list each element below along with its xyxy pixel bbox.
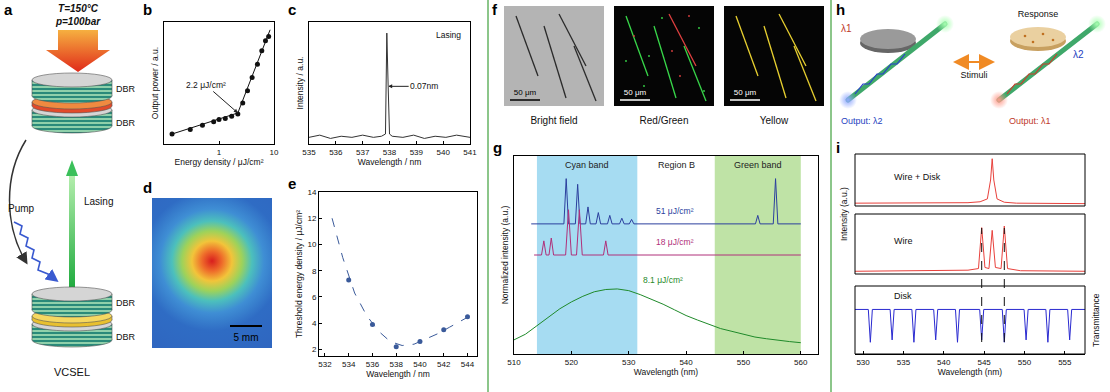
- svg-text:Yellow: Yellow: [760, 115, 789, 126]
- svg-text:540: 540: [413, 360, 427, 369]
- svg-text:8: 8: [312, 267, 317, 276]
- svg-text:555: 555: [1058, 358, 1072, 367]
- svg-text:Region B: Region B: [658, 160, 695, 170]
- svg-text:5 mm: 5 mm: [234, 332, 259, 343]
- svg-text:545: 545: [977, 358, 991, 367]
- svg-text:2: 2: [312, 345, 317, 354]
- svg-text:Transmittance: Transmittance: [1091, 293, 1101, 347]
- svg-text:Energy density / μJ/cm²: Energy density / μJ/cm²: [175, 157, 264, 167]
- svg-text:10: 10: [270, 148, 279, 157]
- svg-text:540: 540: [937, 358, 951, 367]
- svg-text:Intensity / a.u.: Intensity / a.u.: [295, 57, 305, 110]
- svg-text:550: 550: [1018, 358, 1032, 367]
- svg-text:534: 534: [342, 360, 356, 369]
- svg-text:Wavelength / nm: Wavelength / nm: [366, 369, 429, 379]
- svg-text:537: 537: [356, 148, 370, 157]
- svg-text:Wavelength (nm): Wavelength (nm): [634, 367, 699, 377]
- svg-text:Wire + Disk: Wire + Disk: [894, 172, 941, 182]
- svg-text:Disk: Disk: [894, 291, 912, 301]
- svg-text:Wavelength (nm): Wavelength (nm): [938, 367, 1003, 377]
- svg-text:542: 542: [437, 360, 451, 369]
- svg-text:Wire: Wire: [894, 236, 913, 246]
- svg-text:Stimuli: Stimuli: [960, 70, 987, 80]
- svg-text:535: 535: [897, 358, 911, 367]
- svg-text:540: 540: [679, 358, 693, 367]
- svg-text:DBR: DBR: [116, 118, 136, 128]
- svg-text:560: 560: [794, 358, 808, 367]
- html-text:b: b: [143, 1, 153, 18]
- svg-text:538: 538: [383, 148, 397, 157]
- svg-text:Intensity (a.u.): Intensity (a.u.): [839, 187, 849, 241]
- svg-text:DBR: DBR: [116, 298, 136, 308]
- svg-text:Output: λ1: Output: λ1: [1009, 116, 1051, 126]
- svg-text:λ2: λ2: [1073, 49, 1084, 60]
- svg-text:538: 538: [390, 360, 404, 369]
- svg-text:541: 541: [463, 148, 477, 157]
- svg-text:Pump: Pump: [8, 203, 35, 214]
- svg-text:532: 532: [318, 360, 332, 369]
- html-text:d: d: [143, 179, 153, 196]
- svg-text:Normalized intensity (a.u.): Normalized intensity (a.u.): [500, 205, 510, 304]
- svg-text:VCSEL: VCSEL: [54, 366, 90, 378]
- svg-text:Response: Response: [1018, 9, 1059, 19]
- svg-text:Lasing: Lasing: [84, 196, 113, 207]
- svg-text:6: 6: [312, 293, 317, 302]
- html-text:g: g: [493, 139, 503, 156]
- svg-text:530: 530: [622, 358, 636, 367]
- svg-text:Output power / a.u.: Output power / a.u.: [150, 47, 160, 119]
- svg-text:520: 520: [565, 358, 579, 367]
- svg-text:4: 4: [312, 319, 317, 328]
- svg-text:DBR: DBR: [116, 332, 136, 342]
- svg-text:539: 539: [410, 148, 424, 157]
- svg-text:λ1: λ1: [841, 23, 852, 34]
- svg-text:540: 540: [436, 148, 450, 157]
- html-text:f: f: [492, 1, 497, 18]
- svg-text:0.07nm: 0.07nm: [410, 81, 438, 91]
- svg-text:18 μJ/cm²: 18 μJ/cm²: [656, 237, 694, 247]
- svg-text:Bright field: Bright field: [530, 115, 577, 126]
- html-text:i: i: [836, 139, 841, 156]
- svg-text:544: 544: [461, 360, 475, 369]
- svg-text:1: 1: [217, 148, 222, 157]
- svg-text:Cyan band: Cyan band: [565, 160, 609, 170]
- svg-text:Red/Green: Red/Green: [640, 115, 689, 126]
- svg-text:51 μJ/cm²: 51 μJ/cm²: [656, 206, 694, 216]
- svg-text:12: 12: [307, 214, 316, 223]
- svg-text:DBR: DBR: [116, 84, 136, 94]
- svg-text:T=150°C: T=150°C: [58, 3, 99, 14]
- svg-text:510: 510: [507, 358, 521, 367]
- svg-text:530: 530: [856, 358, 870, 367]
- html-text:c: c: [288, 1, 297, 18]
- svg-text:14: 14: [307, 188, 316, 197]
- svg-text:536: 536: [366, 360, 380, 369]
- svg-text:p=100bar: p=100bar: [55, 16, 101, 27]
- html-text:h: h: [836, 1, 846, 18]
- svg-text:536: 536: [329, 148, 343, 157]
- svg-text:Lasing: Lasing: [436, 30, 461, 40]
- svg-text:50 μm: 50 μm: [624, 88, 647, 97]
- svg-text:Wavelength / nm: Wavelength / nm: [358, 157, 421, 167]
- html-text:a: a: [4, 1, 13, 18]
- svg-text:Output: λ2: Output: λ2: [841, 116, 883, 126]
- svg-text:535: 535: [302, 148, 316, 157]
- svg-text:8.1 μJ/cm²: 8.1 μJ/cm²: [643, 275, 683, 285]
- svg-text:50 μm: 50 μm: [734, 88, 757, 97]
- svg-text:Green band: Green band: [734, 160, 782, 170]
- html-text:e: e: [288, 175, 297, 192]
- svg-text:2.2 μJ/cm²: 2.2 μJ/cm²: [186, 80, 226, 90]
- svg-text:50 μm: 50 μm: [514, 88, 537, 97]
- svg-text:10: 10: [307, 240, 316, 249]
- svg-text:Threshold energy density / μJ/: Threshold energy density / μJ/cm²: [294, 210, 304, 338]
- svg-text:550: 550: [737, 358, 751, 367]
